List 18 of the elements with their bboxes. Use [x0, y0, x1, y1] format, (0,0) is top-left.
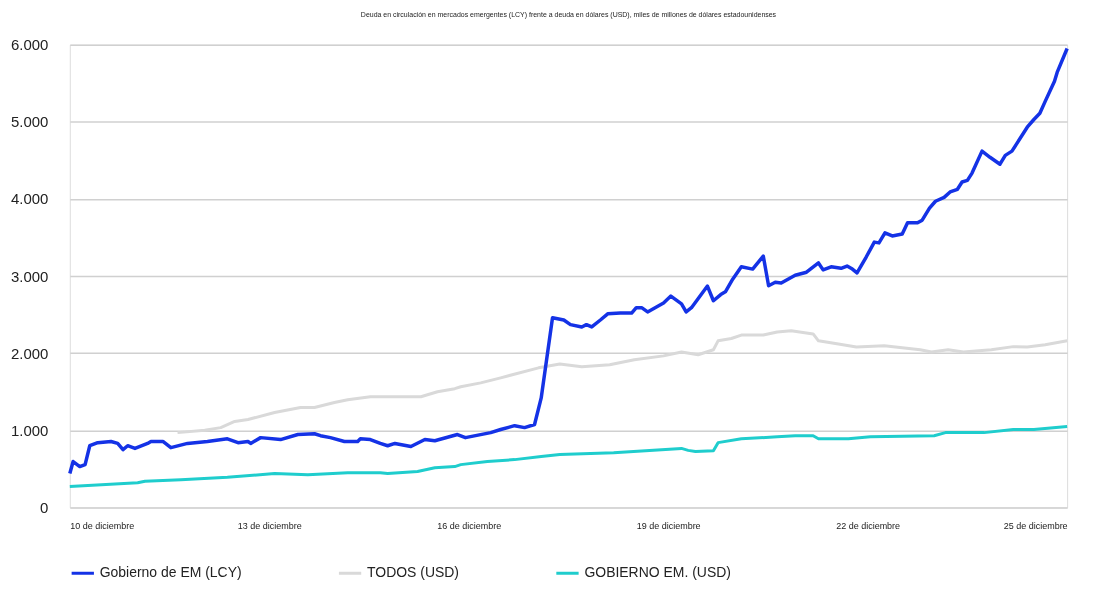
y-tick-label: 5.000 — [10, 113, 49, 131]
y-tick-label: 1.000 — [10, 421, 49, 439]
x-tick-label: 13 de diciembre — [237, 520, 302, 531]
y-tick-label: 3.000 — [10, 267, 49, 285]
x-tick-label: 25 de diciembre — [1003, 520, 1068, 531]
legend-label: TODOS (USD) — [367, 564, 460, 581]
y-tick-label: 2.000 — [10, 344, 49, 362]
legend-label: Gobierno de EM (LCY) — [99, 564, 242, 581]
line-series — [68, 46, 1069, 476]
x-tick-label: 10 de diciembre — [70, 520, 135, 531]
x-tick-label: 16 de diciembre — [437, 520, 502, 531]
y-tick-label: 6.000 — [10, 36, 49, 54]
y-tick-label: 0 — [40, 498, 49, 516]
legend-label: GOBIERNO EM. (USD) — [584, 564, 731, 581]
line-series — [68, 424, 1069, 489]
y-tick-label: 4.000 — [10, 190, 49, 208]
x-tick-label: 19 de diciembre — [636, 520, 701, 531]
x-tick-label: 22 de diciembre — [836, 520, 901, 531]
